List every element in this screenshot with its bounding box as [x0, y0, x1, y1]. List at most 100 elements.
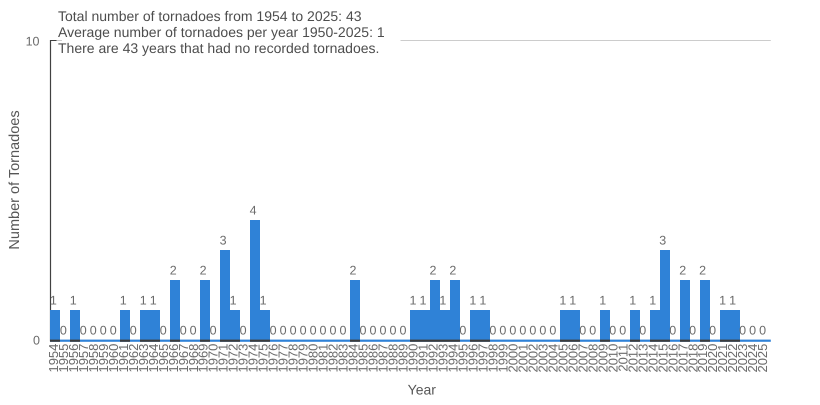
svg-text:1: 1 — [120, 294, 127, 308]
svg-text:0: 0 — [320, 324, 327, 338]
svg-text:2008: 2008 — [585, 344, 600, 373]
svg-text:1981: 1981 — [316, 344, 331, 373]
svg-text:2: 2 — [350, 264, 357, 278]
svg-text:0: 0 — [360, 324, 367, 338]
svg-text:1997: 1997 — [475, 344, 490, 373]
svg-text:3: 3 — [659, 234, 666, 248]
svg-text:2001: 2001 — [515, 344, 530, 373]
svg-text:2005: 2005 — [555, 344, 570, 373]
svg-text:1965: 1965 — [156, 344, 171, 373]
svg-text:2013: 2013 — [635, 344, 650, 373]
svg-text:1992: 1992 — [426, 344, 441, 373]
svg-text:1969: 1969 — [196, 344, 211, 373]
svg-text:0: 0 — [290, 324, 297, 338]
svg-text:0: 0 — [270, 324, 277, 338]
svg-text:Number of Tornadoes: Number of Tornadoes — [7, 110, 23, 249]
svg-text:0: 0 — [549, 324, 556, 338]
svg-text:0: 0 — [100, 324, 107, 338]
svg-text:0: 0 — [389, 324, 396, 338]
svg-text:1: 1 — [439, 294, 446, 308]
svg-text:0: 0 — [639, 324, 646, 338]
svg-text:3: 3 — [220, 234, 227, 248]
svg-text:0: 0 — [300, 324, 307, 338]
svg-text:1: 1 — [649, 294, 656, 308]
svg-text:0: 0 — [509, 324, 516, 338]
svg-text:1983: 1983 — [336, 344, 351, 373]
svg-text:1956: 1956 — [66, 344, 81, 373]
svg-text:1957: 1957 — [76, 344, 91, 373]
svg-text:1994: 1994 — [446, 344, 461, 373]
svg-text:1964: 1964 — [146, 344, 161, 373]
svg-text:2014: 2014 — [645, 344, 660, 373]
svg-text:2017: 2017 — [675, 344, 690, 373]
svg-text:0: 0 — [310, 324, 317, 338]
svg-text:2006: 2006 — [565, 344, 580, 373]
svg-text:0: 0 — [280, 324, 287, 338]
svg-text:1: 1 — [419, 294, 426, 308]
svg-text:1963: 1963 — [136, 344, 151, 373]
svg-text:1985: 1985 — [356, 344, 371, 373]
svg-text:2: 2 — [429, 264, 436, 278]
svg-text:2015: 2015 — [655, 344, 670, 373]
svg-text:1993: 1993 — [436, 344, 451, 373]
svg-text:Total number of tornadoes from: Total number of tornadoes from 1954 to 2… — [58, 8, 362, 24]
svg-text:2004: 2004 — [545, 344, 560, 373]
svg-text:1: 1 — [50, 294, 57, 308]
svg-text:4: 4 — [250, 204, 257, 218]
svg-text:0: 0 — [240, 324, 247, 338]
svg-text:1968: 1968 — [186, 344, 201, 373]
svg-text:1984: 1984 — [346, 344, 361, 373]
svg-text:0: 0 — [609, 324, 616, 338]
svg-text:1982: 1982 — [326, 344, 341, 373]
svg-text:1996: 1996 — [465, 344, 480, 373]
svg-text:1: 1 — [569, 294, 576, 308]
svg-text:1987: 1987 — [376, 344, 391, 373]
svg-text:0: 0 — [749, 324, 756, 338]
svg-text:0: 0 — [210, 324, 217, 338]
svg-text:1: 1 — [140, 294, 147, 308]
svg-text:0: 0 — [190, 324, 197, 338]
svg-text:1: 1 — [479, 294, 486, 308]
svg-text:2003: 2003 — [535, 344, 550, 373]
svg-text:1960: 1960 — [106, 344, 121, 373]
svg-text:0: 0 — [110, 324, 117, 338]
svg-text:1989: 1989 — [396, 344, 411, 373]
svg-text:2000: 2000 — [505, 344, 520, 373]
svg-text:2010: 2010 — [605, 344, 620, 373]
svg-text:0: 0 — [459, 324, 466, 338]
svg-text:1: 1 — [629, 294, 636, 308]
svg-text:1: 1 — [150, 294, 157, 308]
svg-text:1: 1 — [729, 294, 736, 308]
svg-text:0: 0 — [589, 324, 596, 338]
svg-text:0: 0 — [499, 324, 506, 338]
svg-text:1988: 1988 — [386, 344, 401, 373]
svg-text:0: 0 — [130, 324, 137, 338]
svg-text:2025: 2025 — [755, 344, 770, 373]
svg-text:0: 0 — [340, 324, 347, 338]
svg-text:2012: 2012 — [625, 344, 640, 373]
svg-text:1: 1 — [260, 294, 267, 308]
svg-text:1975: 1975 — [256, 344, 271, 373]
svg-text:0: 0 — [379, 324, 386, 338]
svg-text:2: 2 — [699, 264, 706, 278]
svg-text:1990: 1990 — [406, 344, 421, 373]
svg-text:2020: 2020 — [705, 344, 720, 373]
svg-text:1976: 1976 — [266, 344, 281, 373]
svg-text:1: 1 — [409, 294, 416, 308]
svg-text:0: 0 — [519, 324, 526, 338]
svg-text:1972: 1972 — [226, 344, 241, 373]
svg-text:1991: 1991 — [416, 344, 431, 373]
svg-text:2: 2 — [200, 264, 207, 278]
svg-text:0: 0 — [529, 324, 536, 338]
svg-text:2016: 2016 — [665, 344, 680, 373]
svg-text:0: 0 — [330, 324, 337, 338]
svg-text:2019: 2019 — [695, 344, 710, 373]
svg-text:0: 0 — [370, 324, 377, 338]
svg-text:1970: 1970 — [206, 344, 221, 373]
svg-text:2018: 2018 — [685, 344, 700, 373]
svg-text:1986: 1986 — [366, 344, 381, 373]
svg-text:0: 0 — [489, 324, 496, 338]
svg-text:1999: 1999 — [495, 344, 510, 373]
svg-text:2: 2 — [679, 264, 686, 278]
svg-text:1978: 1978 — [286, 344, 301, 373]
